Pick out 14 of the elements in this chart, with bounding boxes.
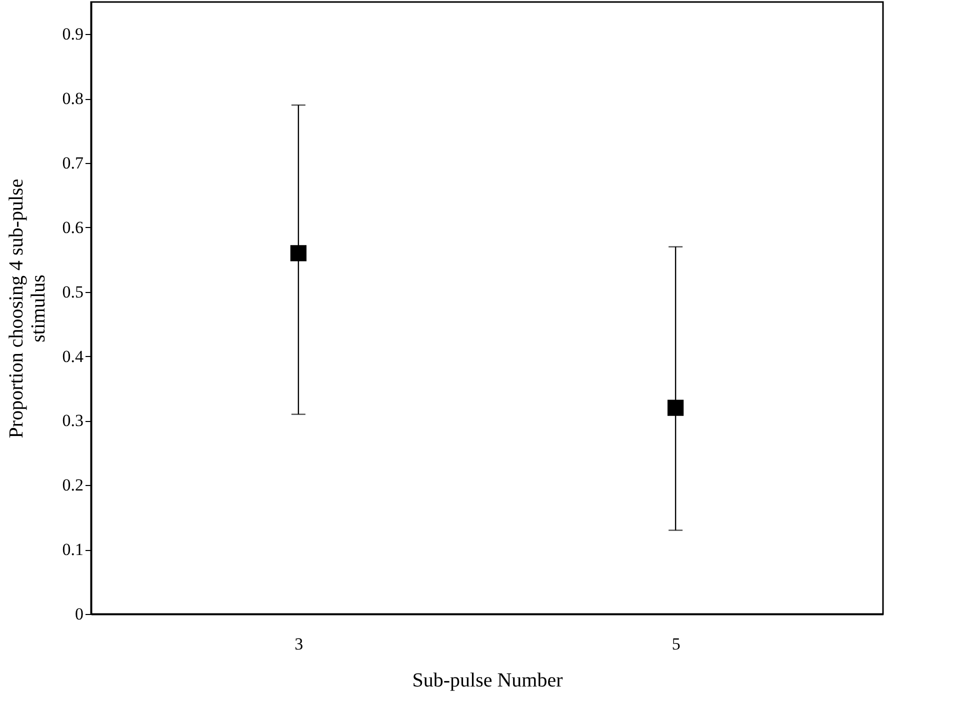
y-tick-label: 0.5 [62,282,84,302]
x-tick-label: 3 [294,634,304,654]
y-tick-label: 0.9 [62,24,84,44]
y-tick-label: 0.2 [62,476,84,495]
y-tick-label: 0.4 [62,346,84,366]
x-tick-label: 5 [672,634,680,654]
y-tick-label: 0.7 [62,154,84,173]
x-axis-title: Sub-pulse Number [412,670,564,692]
y-tick-label: 0.3 [62,411,84,430]
y-axis-title: Proportion choosing 4 sub-pulse stimulus [5,178,50,438]
y-tick-label: 0.1 [62,540,84,560]
y-tick-label: 0 [75,604,84,624]
y-tick-label: 0.8 [62,89,84,108]
y-tick-label: 0.6 [62,218,84,237]
